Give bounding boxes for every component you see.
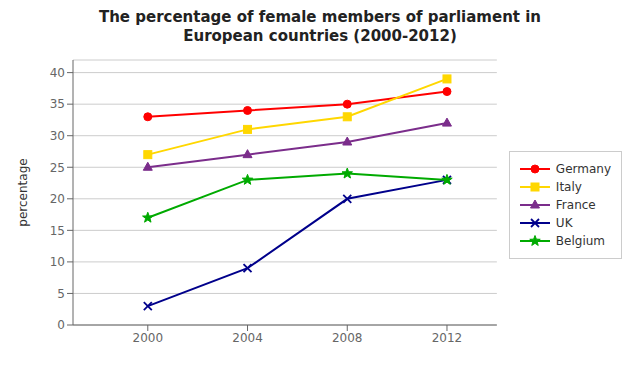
svg-text:40: 40 — [50, 66, 65, 80]
svg-text:2008: 2008 — [332, 331, 363, 345]
svg-text:2000: 2000 — [133, 331, 164, 345]
html-text:Germany: Germany — [555, 162, 611, 176]
html-text:The percentage of female membe: The percentage of female members of parl… — [98, 8, 542, 26]
html-text:Italy: Italy — [555, 180, 582, 194]
svg-text:25: 25 — [50, 161, 65, 175]
svg-text:5: 5 — [57, 287, 65, 301]
svg-text:10: 10 — [50, 255, 65, 269]
html-text:European countries (2000-2012): European countries (2000-2012) — [183, 27, 457, 45]
svg-text:2012: 2012 — [432, 331, 463, 345]
html-text:Belgium: Belgium — [555, 234, 605, 248]
svg-text:15: 15 — [50, 224, 65, 238]
svg-text:35: 35 — [50, 97, 65, 111]
svg-text:0: 0 — [57, 318, 65, 332]
svg-text:percentage: percentage — [16, 158, 30, 226]
svg-text:2004: 2004 — [232, 331, 263, 345]
svg-text:20: 20 — [50, 192, 65, 206]
svg-text:30: 30 — [50, 129, 65, 143]
html-text:UK: UK — [555, 216, 573, 230]
html-text:France: France — [555, 198, 596, 212]
